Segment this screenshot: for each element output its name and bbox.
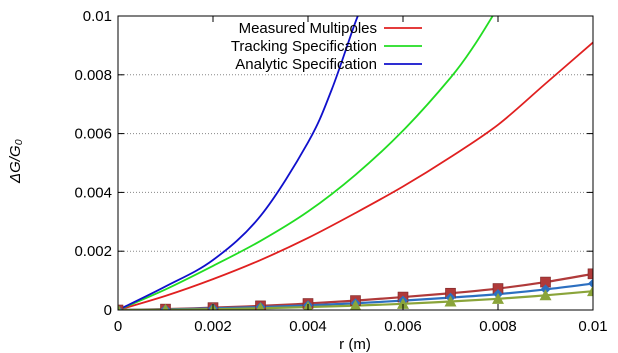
y-tick-label: 0 (104, 302, 112, 319)
grid (118, 74, 593, 252)
y-tick-label: 0.008 (74, 67, 112, 84)
data-point-triangle (118, 304, 122, 310)
data-point-triangle (162, 303, 169, 310)
data-point-triangle (444, 295, 457, 307)
x-axis-label: r (m) (339, 336, 371, 353)
y-tick-label: 0.002 (74, 243, 112, 260)
x-tick-label: 0.006 (384, 318, 422, 335)
data-point-triangle (492, 292, 504, 304)
plot-frame (117, 15, 594, 311)
y-tick-label: 0.006 (74, 126, 112, 143)
data-point-triangle (397, 297, 409, 309)
data-point-triangle (349, 299, 362, 310)
data-point-triangle (256, 302, 265, 310)
data-point-square (587, 268, 593, 280)
x-tick-label: 0.008 (479, 318, 517, 335)
x-tick-label: 0.002 (194, 318, 232, 335)
axis-ticks: 0 0.002 0.004 0.006 0.008 0.01 0 0.002 0.004 0.00… (74, 8, 607, 335)
series-line (118, 16, 494, 310)
series-line (118, 41, 593, 310)
x-tick-label: 0.01 (578, 318, 607, 335)
x-tick-label: 0 (114, 318, 122, 335)
y-tick-label: 0.004 (74, 184, 112, 201)
legend-label: Tracking Specification (231, 38, 377, 55)
y-axis-label: ΔG/G₀ (7, 139, 24, 184)
curves (118, 16, 593, 310)
data-point-triangle (539, 289, 552, 301)
legend-label: Measured Multipoles (239, 20, 377, 37)
legend-label: Analytic Specification (235, 56, 377, 73)
data-point-triangle (587, 285, 593, 297)
x-tick-label: 0.004 (289, 318, 327, 335)
series-line (118, 16, 359, 310)
y-tick-label: 0.01 (83, 8, 112, 25)
marker-series (118, 268, 593, 310)
data-point-diamond (588, 278, 593, 289)
